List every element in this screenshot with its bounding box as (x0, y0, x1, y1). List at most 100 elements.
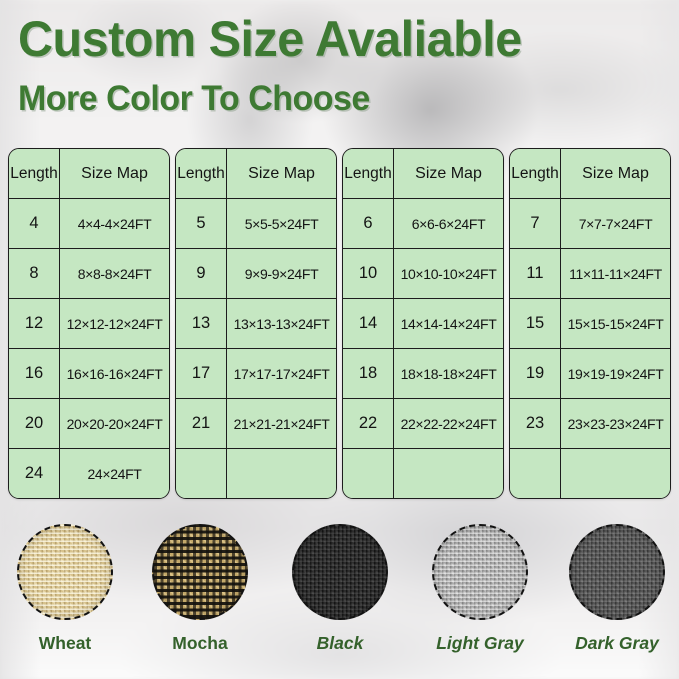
table-row: 14 14×14-14×24FT (343, 298, 503, 349)
size-table: Length Size Map 6 6×6-6×24FT 10 10×10-10×24FT… (342, 148, 504, 499)
fabric-swatch-icon[interactable] (152, 524, 248, 620)
cell-length: 10 (343, 248, 394, 299)
size-table: Length Size Map 7 7×7-7×24FT 11 11×11-11×24FT… (509, 148, 671, 499)
cell-length: 24 (9, 448, 60, 498)
column-header-length: Length (176, 149, 227, 199)
cell-length: 11 (510, 248, 561, 299)
table-row: 16 16×16-16×24FT (9, 348, 169, 399)
column-header-size-map: Size Map (226, 149, 336, 199)
table-row: 23 23×23-23×24FT (510, 398, 670, 449)
cell-length: 8 (9, 248, 60, 299)
fabric-swatch-icon[interactable] (17, 524, 113, 620)
cell-size-map: 10×10-10×24FT (393, 248, 503, 299)
cell-size-map: 11×11-11×24FT (560, 248, 670, 299)
cell-size-map: 14×14-14×24FT (393, 298, 503, 349)
table-row: 21 21×21-21×24FT (176, 398, 336, 449)
size-table: Length Size Map 5 5×5-5×24FT 9 9×9-9×24FT 13 13… (175, 148, 337, 499)
column-header-length: Length (510, 149, 561, 199)
table-row: 4 4×4-4×24FT (9, 198, 169, 249)
cell-size-map: 24×24FT (59, 448, 169, 498)
cell-size-map: 9×9-9×24FT (226, 248, 336, 299)
cell-size-map: 19×19-19×24FT (560, 348, 670, 399)
table-row: 10 10×10-10×24FT (343, 248, 503, 299)
color-swatch[interactable]: Black (277, 524, 403, 654)
cell-length: 7 (510, 198, 561, 249)
cell-size-map (560, 448, 670, 498)
cell-length: 14 (343, 298, 394, 349)
color-swatch-label: Black (316, 633, 364, 653)
cell-length: 17 (176, 348, 227, 399)
cell-size-map: 20×20-20×24FT (59, 398, 169, 449)
table-header-row: Length Size Map (176, 149, 336, 199)
headline-secondary: More Color To Choose (18, 79, 370, 118)
table-row: 6 6×6-6×24FT (343, 198, 503, 249)
cell-size-map: 4×4-4×24FT (59, 198, 169, 249)
size-table: Length Size Map 4 4×4-4×24FT 8 8×8-8×24FT 12 12… (8, 148, 170, 499)
table-header-row: Length Size Map (343, 149, 503, 199)
table-row: 13 13×13-13×24FT (176, 298, 336, 349)
cell-size-map (226, 448, 336, 498)
color-swatch[interactable]: Dark Gray (554, 524, 679, 654)
cell-size-map: 23×23-23×24FT (560, 398, 670, 449)
cell-length: 12 (9, 298, 60, 349)
fabric-swatch-icon[interactable] (432, 524, 528, 620)
cell-size-map: 21×21-21×24FT (226, 398, 336, 449)
cell-length: 16 (9, 348, 60, 399)
cell-size-map: 15×15-15×24FT (560, 298, 670, 349)
column-header-size-map: Size Map (59, 149, 169, 199)
cell-size-map: 8×8-8×24FT (59, 248, 169, 299)
color-swatch[interactable]: Mocha (137, 524, 263, 654)
cell-length: 23 (510, 398, 561, 449)
headline-primary: Custom Size Avaliable (18, 11, 522, 67)
headings-block: Custom Size Avaliable More Color To Choo… (18, 14, 658, 116)
color-swatches-row: Wheat Mocha Black Light Gray Dark Gray (0, 524, 679, 674)
cell-size-map: 5×5-5×24FT (226, 198, 336, 249)
cell-size-map: 22×22-22×24FT (393, 398, 503, 449)
color-swatch-label: Wheat (38, 633, 92, 653)
cell-length: 21 (176, 398, 227, 449)
table-header-row: Length Size Map (510, 149, 670, 199)
fabric-swatch-icon[interactable] (569, 524, 665, 620)
cell-size-map: 7×7-7×24FT (560, 198, 670, 249)
fabric-swatch-icon[interactable] (292, 524, 388, 620)
size-tables-row: Length Size Map 4 4×4-4×24FT 8 8×8-8×24FT 12 12… (8, 148, 671, 499)
cell-size-map: 6×6-6×24FT (393, 198, 503, 249)
cell-size-map: 18×18-18×24FT (393, 348, 503, 399)
cell-length (510, 448, 561, 498)
cell-length: 22 (343, 398, 394, 449)
cell-length: 15 (510, 298, 561, 349)
table-row: 12 12×12-12×24FT (9, 298, 169, 349)
table-row: 24 24×24FT (9, 448, 169, 498)
cell-length: 6 (343, 198, 394, 249)
column-header-size-map: Size Map (560, 149, 670, 199)
cell-length: 20 (9, 398, 60, 449)
column-header-size-map: Size Map (393, 149, 503, 199)
table-header-row: Length Size Map (9, 149, 169, 199)
table-row: 11 11×11-11×24FT (510, 248, 670, 299)
table-row: 20 20×20-20×24FT (9, 398, 169, 449)
cell-length: 19 (510, 348, 561, 399)
cell-size-map: 17×17-17×24FT (226, 348, 336, 399)
cell-length (176, 448, 227, 498)
color-swatch[interactable]: Wheat (2, 524, 128, 654)
cell-size-map: 16×16-16×24FT (59, 348, 169, 399)
table-row: 19 19×19-19×24FT (510, 348, 670, 399)
color-swatch-label: Light Gray (436, 633, 524, 653)
cell-size-map (393, 448, 503, 498)
cell-length: 9 (176, 248, 227, 299)
table-row (510, 448, 670, 498)
table-row (343, 448, 503, 498)
cell-length: 18 (343, 348, 394, 399)
column-header-length: Length (343, 149, 394, 199)
table-row: 7 7×7-7×24FT (510, 198, 670, 249)
table-row: 15 15×15-15×24FT (510, 298, 670, 349)
color-swatch[interactable]: Light Gray (417, 524, 543, 654)
cell-length: 4 (9, 198, 60, 249)
cell-size-map: 13×13-13×24FT (226, 298, 336, 349)
table-row: 18 18×18-18×24FT (343, 348, 503, 399)
color-swatch-label: Mocha (172, 633, 228, 653)
cell-length (343, 448, 394, 498)
column-header-length: Length (9, 149, 60, 199)
table-row: 22 22×22-22×24FT (343, 398, 503, 449)
